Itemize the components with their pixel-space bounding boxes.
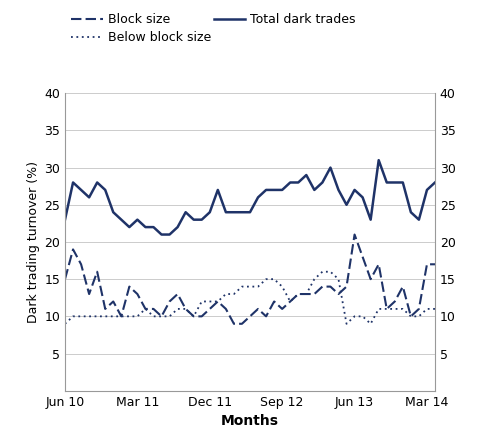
Y-axis label: Dark trading turnover (%): Dark trading turnover (%) xyxy=(27,161,40,323)
Legend: Below block size: Below block size xyxy=(66,26,216,49)
X-axis label: Months: Months xyxy=(221,414,279,428)
Legend: Block size, Total dark trades: Block size, Total dark trades xyxy=(66,8,360,32)
